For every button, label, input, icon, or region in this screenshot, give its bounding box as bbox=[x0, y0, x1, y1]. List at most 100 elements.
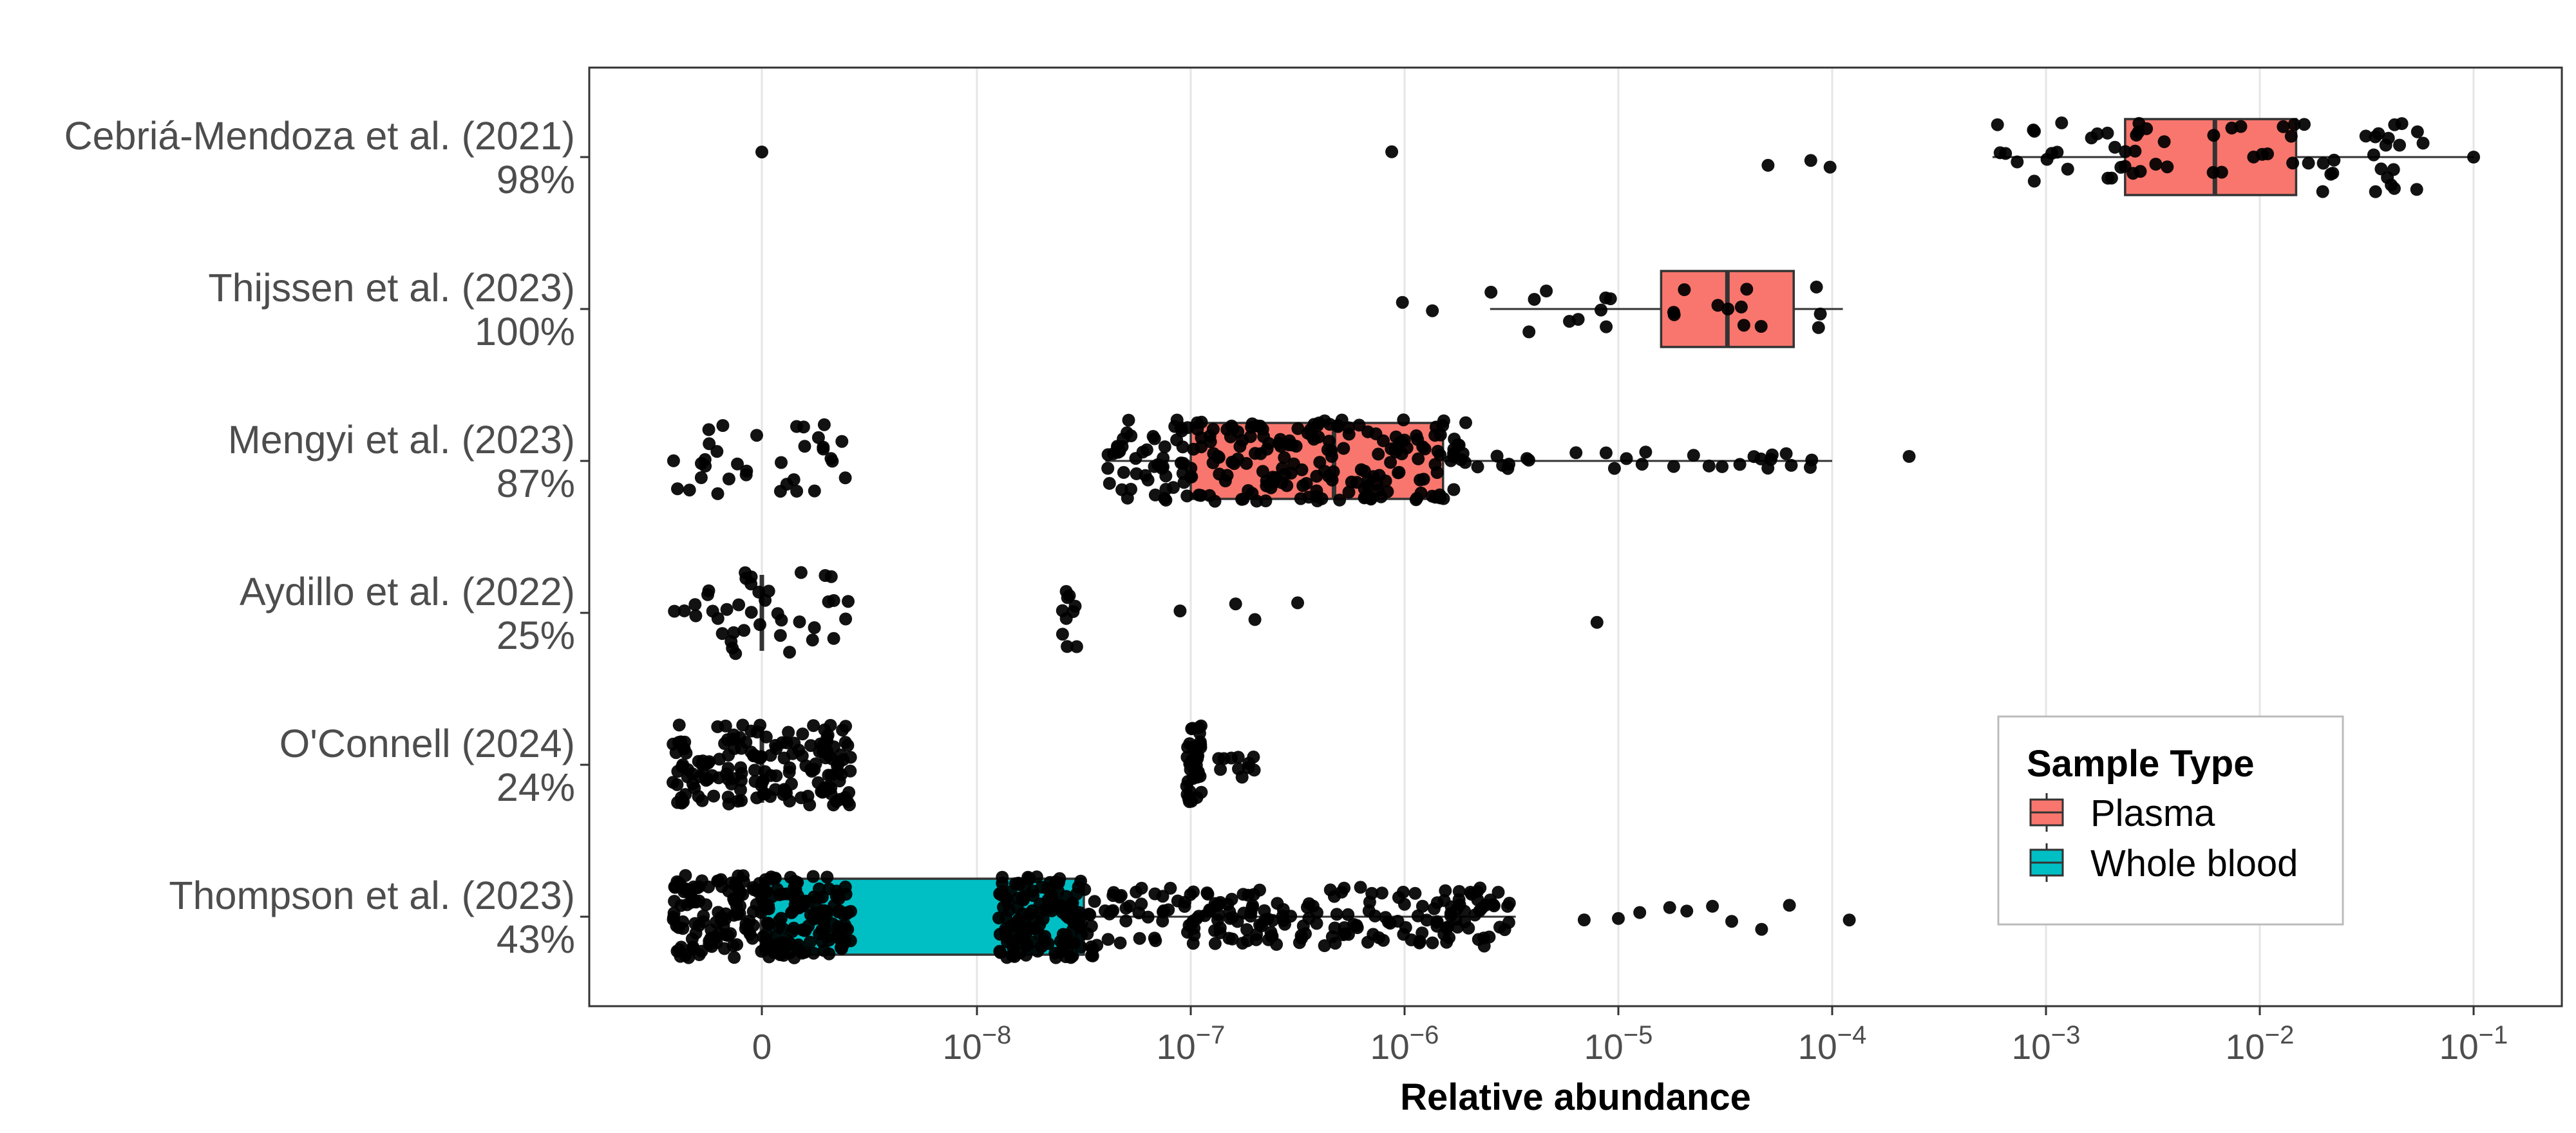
data-point bbox=[2387, 163, 2400, 176]
data-point bbox=[1313, 456, 1327, 469]
data-point bbox=[1354, 463, 1368, 476]
data-point bbox=[819, 751, 833, 765]
data-point bbox=[1447, 483, 1461, 496]
data-point bbox=[2061, 162, 2074, 176]
data-point bbox=[790, 485, 804, 498]
y-label-study: Thompson et al. (2023) bbox=[169, 874, 575, 917]
data-point bbox=[679, 746, 693, 760]
data-point bbox=[1170, 413, 1184, 427]
data-point bbox=[807, 719, 820, 733]
data-point bbox=[720, 603, 734, 616]
data-point bbox=[1411, 909, 1425, 922]
data-point bbox=[803, 798, 817, 812]
data-point bbox=[2316, 156, 2330, 170]
data-point bbox=[667, 913, 680, 926]
panel-border bbox=[588, 66, 2563, 1007]
data-point bbox=[710, 445, 724, 458]
data-point bbox=[739, 468, 753, 482]
data-point bbox=[1090, 939, 1104, 952]
data-point bbox=[1477, 939, 1491, 953]
data-point bbox=[1842, 913, 1856, 927]
data-point bbox=[842, 595, 855, 608]
data-point bbox=[804, 739, 817, 753]
data-point bbox=[813, 927, 826, 941]
y-label-pct: 24% bbox=[497, 765, 575, 809]
data-point bbox=[792, 744, 806, 757]
y-label-study: O'Connell (2024) bbox=[279, 722, 575, 765]
data-point bbox=[1364, 492, 1378, 506]
data-point bbox=[1441, 921, 1455, 933]
data-point bbox=[671, 482, 684, 496]
data-point bbox=[993, 944, 1007, 958]
data-point bbox=[1667, 306, 1680, 319]
data-point bbox=[1367, 470, 1380, 483]
data-point bbox=[2393, 138, 2406, 152]
data-point bbox=[1271, 897, 1284, 910]
data-point bbox=[687, 940, 700, 953]
data-point bbox=[1111, 440, 1124, 453]
data-point bbox=[1416, 440, 1430, 454]
data-point bbox=[2011, 155, 2024, 169]
data-point bbox=[2085, 131, 2098, 145]
data-point bbox=[1049, 951, 1063, 964]
data-point bbox=[1680, 904, 1694, 918]
data-point bbox=[1140, 443, 1153, 456]
data-point bbox=[1341, 908, 1355, 921]
data-point bbox=[783, 937, 797, 950]
data-point bbox=[1003, 904, 1016, 917]
data-point bbox=[826, 454, 839, 468]
data-point bbox=[756, 774, 770, 787]
y-label-pct: 43% bbox=[497, 917, 575, 961]
data-point bbox=[1153, 459, 1166, 473]
data-point bbox=[773, 629, 787, 642]
data-point bbox=[1021, 939, 1034, 953]
data-point bbox=[1245, 901, 1259, 915]
data-point bbox=[1444, 454, 1457, 467]
data-point bbox=[1721, 303, 1735, 315]
data-point bbox=[1296, 479, 1310, 492]
data-point bbox=[753, 618, 766, 632]
data-point bbox=[1804, 461, 1817, 474]
data-point bbox=[817, 418, 831, 431]
data-point bbox=[1620, 452, 1633, 465]
data-point bbox=[1259, 494, 1273, 507]
data-point bbox=[2374, 162, 2388, 176]
data-point bbox=[2114, 160, 2128, 174]
data-point bbox=[1061, 640, 1074, 653]
data-point bbox=[822, 769, 835, 782]
data-point bbox=[818, 723, 831, 736]
data-point bbox=[1702, 459, 1716, 473]
data-point bbox=[2388, 118, 2401, 131]
data-point bbox=[1054, 901, 1068, 914]
data-point bbox=[836, 724, 849, 737]
data-point bbox=[1437, 492, 1450, 505]
data-point bbox=[1375, 886, 1388, 900]
data-point bbox=[1053, 872, 1066, 885]
data-point bbox=[1391, 915, 1405, 928]
data-point bbox=[711, 612, 724, 625]
data-point bbox=[2369, 185, 2382, 198]
data-point bbox=[784, 870, 797, 884]
data-point bbox=[1755, 922, 1768, 936]
y-label-pct: 98% bbox=[497, 158, 575, 201]
data-point bbox=[1345, 475, 1358, 489]
data-point bbox=[1262, 436, 1276, 450]
data-point bbox=[795, 791, 808, 805]
data-point bbox=[1490, 449, 1504, 463]
data-point bbox=[1747, 450, 1761, 464]
data-point bbox=[1174, 456, 1188, 470]
data-point bbox=[813, 882, 826, 895]
data-point bbox=[770, 769, 783, 783]
data-point bbox=[1484, 285, 1498, 299]
x-tick-label: 10−5 bbox=[1584, 1021, 1653, 1067]
data-point bbox=[1384, 456, 1397, 469]
data-point bbox=[728, 951, 741, 964]
data-point bbox=[835, 435, 849, 448]
data-point bbox=[1206, 456, 1220, 469]
data-point bbox=[804, 763, 817, 776]
data-point bbox=[1173, 604, 1187, 617]
data-point bbox=[728, 742, 741, 755]
data-point bbox=[1201, 887, 1215, 901]
data-point bbox=[2105, 171, 2118, 185]
data-point bbox=[1148, 432, 1161, 445]
